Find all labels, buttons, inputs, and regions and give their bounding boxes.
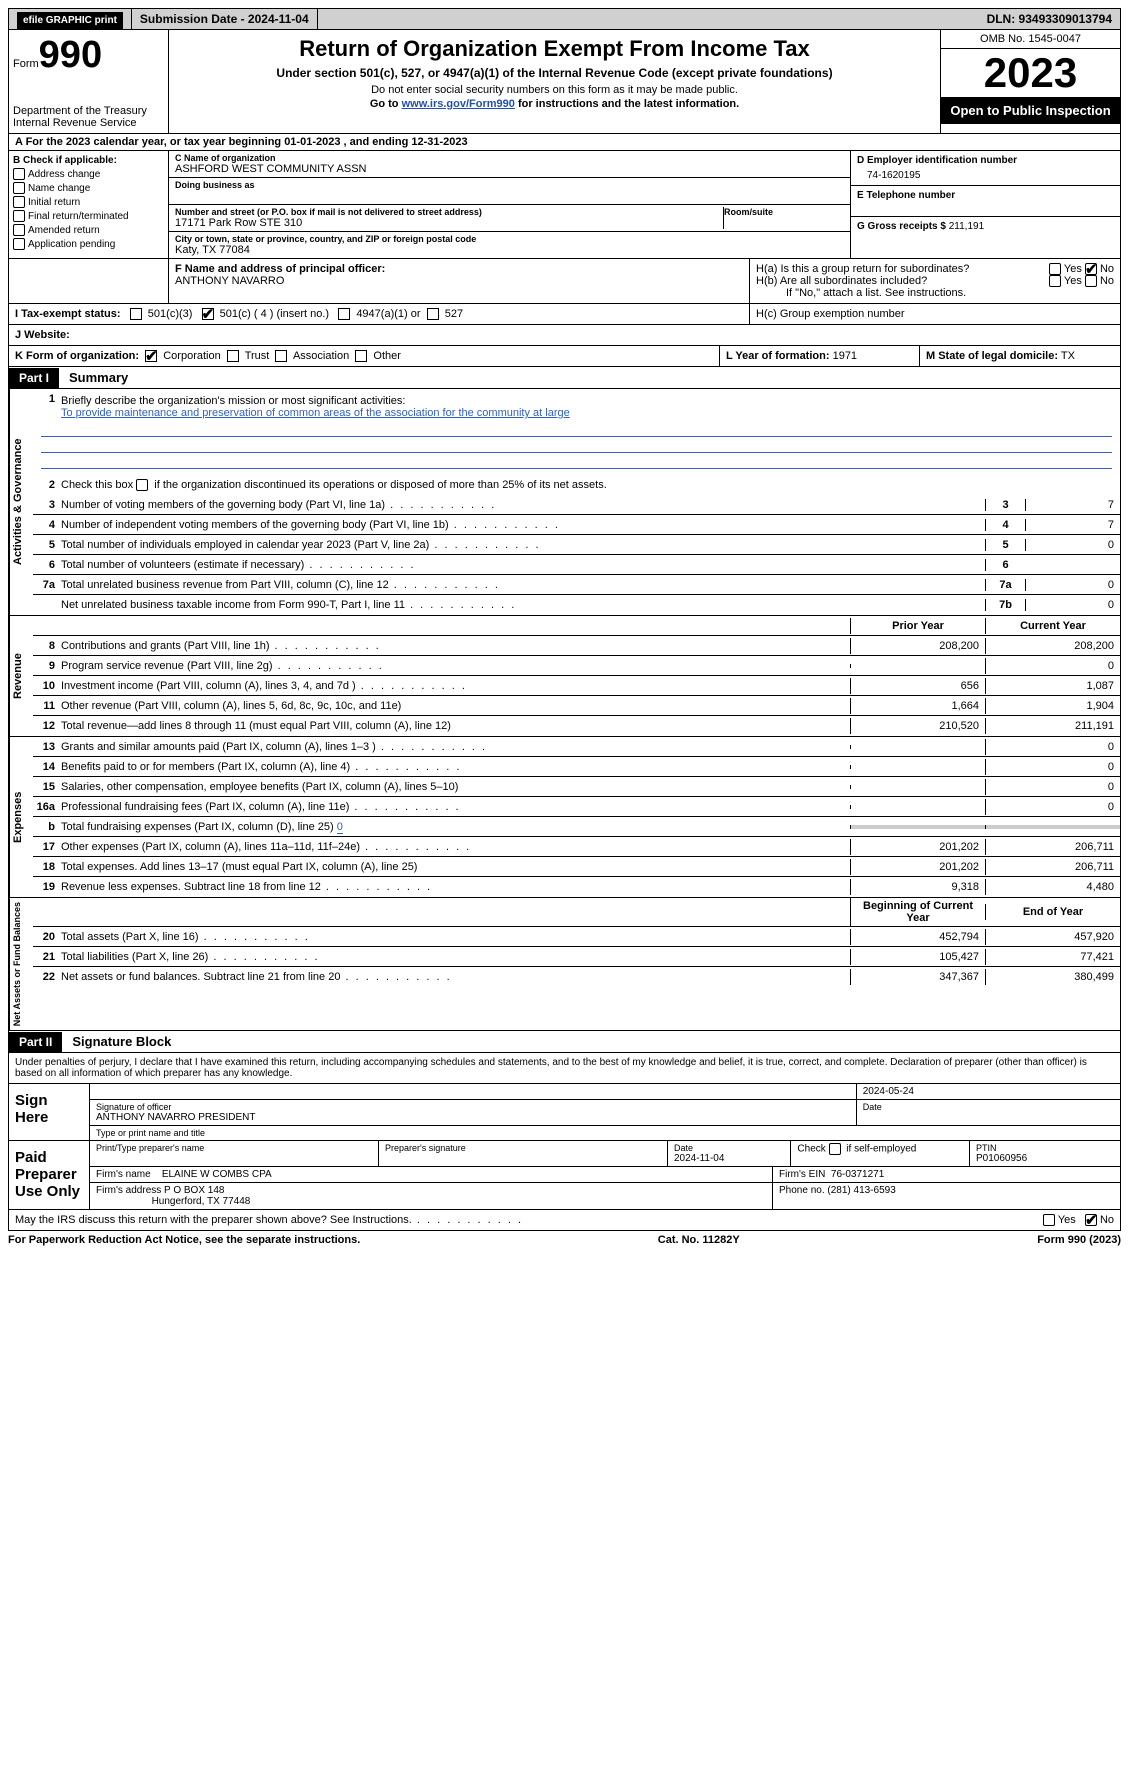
form-subtitle: Under section 501(c), 527, or 4947(a)(1)…: [175, 66, 934, 80]
cb-discontinued[interactable]: [136, 479, 148, 491]
paid-preparer-label: Paid Preparer Use Only: [9, 1141, 89, 1209]
box-e: E Telephone number: [851, 186, 1120, 217]
cb-final-return[interactable]: [13, 210, 25, 222]
top-bar: efile GRAPHIC print Submission Date - 20…: [8, 8, 1121, 30]
irs-link[interactable]: www.irs.gov/Form990: [402, 98, 515, 110]
revenue-section: Revenue bPrior YearCurrent Year 8Contrib…: [8, 616, 1121, 737]
box-f: F Name and address of principal officer:…: [175, 263, 743, 287]
cb-corporation[interactable]: [145, 350, 157, 362]
part-ii-header: Part II Signature Block: [8, 1031, 1121, 1053]
ssn-note: Do not enter social security numbers on …: [175, 84, 934, 96]
row-f-h: F Name and address of principal officer:…: [8, 259, 1121, 304]
page-footer: For Paperwork Reduction Act Notice, see …: [8, 1231, 1121, 1249]
open-public: Open to Public Inspection: [941, 97, 1120, 124]
efile-button[interactable]: efile GRAPHIC print: [9, 9, 132, 29]
net-assets-section: Net Assets or Fund Balances Beginning of…: [8, 898, 1121, 1031]
box-l: L Year of formation: 1971: [720, 346, 920, 366]
cb-discuss-no[interactable]: [1085, 1214, 1097, 1226]
entity-grid: B Check if applicable: Address change Na…: [8, 151, 1121, 259]
box-g: G Gross receipts $ 211,191: [851, 217, 1120, 236]
box-hc: H(c) Group exemption number: [750, 304, 1120, 324]
submission-date: Submission Date - 2024-11-04: [132, 9, 318, 29]
cb-address-change[interactable]: [13, 168, 25, 180]
cb-501c3[interactable]: [130, 308, 142, 320]
cb-trust[interactable]: [227, 350, 239, 362]
tax-year: 2023: [941, 49, 1120, 97]
form-990: 990: [39, 34, 102, 76]
cb-discuss-yes[interactable]: [1043, 1214, 1055, 1226]
box-d: D Employer identification number 74-1620…: [851, 151, 1120, 186]
box-h: H(a) Is this a group return for subordin…: [750, 259, 1120, 303]
form-header: Form990 Department of the Treasury Inter…: [8, 30, 1121, 134]
activities-governance: Activities & Governance 1 Briefly descri…: [8, 389, 1121, 616]
section-a: A For the 2023 calendar year, or tax yea…: [8, 134, 1121, 151]
dln: DLN: 93493309013794: [979, 9, 1120, 29]
cb-527[interactable]: [427, 308, 439, 320]
dept-treasury: Department of the Treasury: [13, 105, 164, 117]
box-j: J Website:: [9, 325, 1120, 345]
sign-here-label: Sign Here: [9, 1084, 89, 1140]
cb-name-change[interactable]: [13, 182, 25, 194]
cb-application-pending[interactable]: [13, 238, 25, 250]
box-k: K Form of organization: Corporation Trus…: [9, 346, 720, 366]
cb-amended-return[interactable]: [13, 224, 25, 236]
box-c-dba: Doing business as: [169, 178, 850, 205]
cb-hb-yes[interactable]: [1049, 275, 1061, 287]
box-m: M State of legal domicile: TX: [920, 346, 1120, 366]
cb-other[interactable]: [355, 350, 367, 362]
cb-501c[interactable]: [202, 308, 214, 320]
box-c-name: C Name of organization ASHFORD WEST COMM…: [169, 151, 850, 178]
cb-initial-return[interactable]: [13, 196, 25, 208]
cb-association[interactable]: [275, 350, 287, 362]
box-i: I Tax-exempt status: 501(c)(3) 501(c) ( …: [9, 304, 750, 324]
cb-hb-no[interactable]: [1085, 275, 1097, 287]
box-c-address: Number and street (or P.O. box if mail i…: [169, 205, 850, 232]
perjury-text: Under penalties of perjury, I declare th…: [9, 1053, 1120, 1084]
expenses-section: Expenses 13Grants and similar amounts pa…: [8, 737, 1121, 898]
form-word: Form: [13, 58, 39, 70]
cb-self-employed[interactable]: [829, 1143, 841, 1155]
box-b: B Check if applicable: Address change Na…: [9, 151, 169, 258]
goto-note: Go to www.irs.gov/Form990 for instructio…: [175, 98, 934, 110]
box-c-city: City or town, state or province, country…: [169, 232, 850, 258]
signature-block: Under penalties of perjury, I declare th…: [8, 1053, 1121, 1210]
irs-label: Internal Revenue Service: [13, 117, 164, 129]
cb-ha-no[interactable]: [1085, 263, 1097, 275]
omb-number: OMB No. 1545-0047: [941, 30, 1120, 49]
mission-text: To provide maintenance and preservation …: [61, 407, 570, 419]
form-title: Return of Organization Exempt From Incom…: [175, 36, 934, 62]
cb-ha-yes[interactable]: [1049, 263, 1061, 275]
cb-4947[interactable]: [338, 308, 350, 320]
discuss-row: May the IRS discuss this return with the…: [8, 1210, 1121, 1231]
part-i-header: Part I Summary: [8, 367, 1121, 389]
